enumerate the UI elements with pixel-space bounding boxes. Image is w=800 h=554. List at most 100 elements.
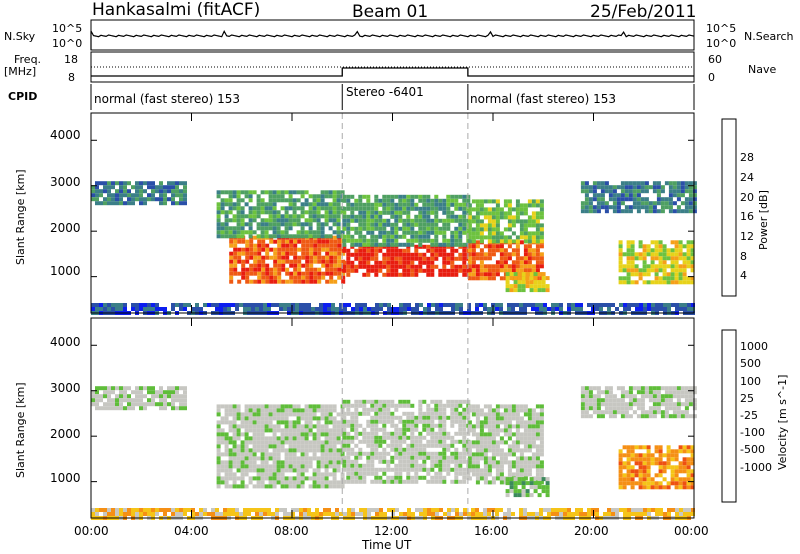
- heat-cell: [115, 189, 119, 194]
- heat-cell: [317, 271, 322, 276]
- heat-cell: [127, 406, 131, 411]
- heat-cell: [521, 493, 526, 498]
- heat-cell: [491, 428, 496, 433]
- heat-cell: [370, 202, 375, 207]
- heat-cell: [216, 476, 221, 481]
- heat-cell: [382, 451, 387, 456]
- heat-cell: [317, 267, 322, 272]
- heat-cell: [171, 185, 175, 190]
- heat-cell: [523, 408, 528, 413]
- heat-cell: [394, 242, 399, 247]
- heat-cell: [511, 448, 516, 453]
- heat-cell: [475, 464, 480, 469]
- heat-cell: [354, 407, 359, 412]
- heat-cell: [658, 244, 663, 249]
- heat-cell: [491, 248, 496, 253]
- heat-cell: [674, 248, 679, 253]
- heat-cell: [131, 303, 135, 307]
- heat-cell: [358, 467, 363, 472]
- heat-cell: [273, 263, 278, 268]
- heat-cell: [300, 464, 305, 469]
- heat-cell: [358, 423, 363, 428]
- heat-cell: [491, 272, 496, 277]
- heat-cell: [163, 307, 167, 311]
- heat-cell: [684, 386, 689, 391]
- heat-cell: [430, 435, 435, 440]
- heat-cell: [99, 386, 103, 391]
- heat-cell: [434, 252, 439, 257]
- heat-cell: [240, 218, 245, 223]
- heat-cell: [350, 268, 355, 273]
- heat-cell: [430, 443, 435, 448]
- heat-cell: [163, 512, 167, 516]
- heat-cell: [639, 307, 643, 311]
- heat-cell: [394, 447, 399, 452]
- heat-cell: [638, 268, 643, 273]
- heat-cell: [107, 386, 111, 391]
- heat-cell: [370, 467, 375, 472]
- heat-cell: [406, 260, 411, 265]
- heat-cell: [422, 218, 427, 223]
- heat-cell: [187, 303, 191, 307]
- heat-cell: [139, 193, 143, 198]
- heat-cell: [394, 455, 399, 460]
- heat-cell: [350, 439, 355, 444]
- heat-cell: [690, 248, 695, 253]
- colorbar-tick-label: -100: [740, 426, 765, 440]
- heat-cell: [119, 189, 123, 194]
- heat-cell: [513, 284, 518, 289]
- heat-cell: [418, 256, 423, 261]
- heat-cell: [487, 472, 492, 477]
- heat-cell: [410, 435, 415, 440]
- heat-cell: [163, 201, 167, 206]
- heat-cell: [183, 394, 187, 399]
- heat-cell: [378, 226, 383, 231]
- heat-cell: [430, 427, 435, 432]
- heat-cell: [686, 445, 691, 450]
- heat-cell: [495, 460, 500, 465]
- heat-cell: [308, 214, 313, 219]
- heat-cell: [630, 469, 635, 474]
- heat-cell: [220, 404, 225, 409]
- heat-cell: [454, 479, 459, 484]
- heat-cell: [487, 412, 492, 417]
- heat-cell: [475, 240, 480, 245]
- heat-cell: [450, 242, 455, 247]
- heat-cell: [656, 398, 661, 403]
- heat-cell: [346, 447, 351, 452]
- heat-cell: [642, 272, 647, 277]
- heat-cell: [450, 210, 455, 215]
- heat-cell: [179, 402, 183, 407]
- heat-cell: [320, 202, 325, 207]
- heat-cell: [171, 402, 175, 407]
- heat-cell: [670, 457, 675, 462]
- heat-cell: [511, 307, 515, 311]
- heat-cell: [228, 202, 233, 207]
- heat-cell: [394, 222, 399, 227]
- heat-cell: [450, 435, 455, 440]
- heat-cell: [276, 440, 281, 445]
- heat-cell: [672, 189, 677, 194]
- heat-cell: [293, 263, 298, 268]
- heat-cell: [277, 251, 282, 256]
- heat-cell: [228, 210, 233, 215]
- heat-cell: [354, 238, 359, 243]
- heat-cell: [672, 185, 677, 190]
- heat-cell: [354, 268, 359, 273]
- colorbar-tick-label: 24: [740, 171, 754, 184]
- heat-cell: [346, 268, 351, 273]
- heat-cell: [487, 207, 492, 212]
- heat-cell: [328, 472, 333, 477]
- date-title: 25/Feb/2011: [590, 2, 697, 22]
- heat-cell: [519, 227, 524, 232]
- heat-cell: [232, 444, 237, 449]
- heat-cell: [555, 512, 559, 516]
- heat-cell: [670, 264, 675, 269]
- heat-cell: [666, 248, 671, 253]
- heat-cell: [228, 198, 233, 203]
- heat-cell: [366, 435, 371, 440]
- heat-cell: [236, 460, 241, 465]
- heat-cell: [394, 268, 399, 273]
- colorbar-tick-label: -1000: [740, 460, 772, 474]
- heat-cell: [336, 436, 341, 441]
